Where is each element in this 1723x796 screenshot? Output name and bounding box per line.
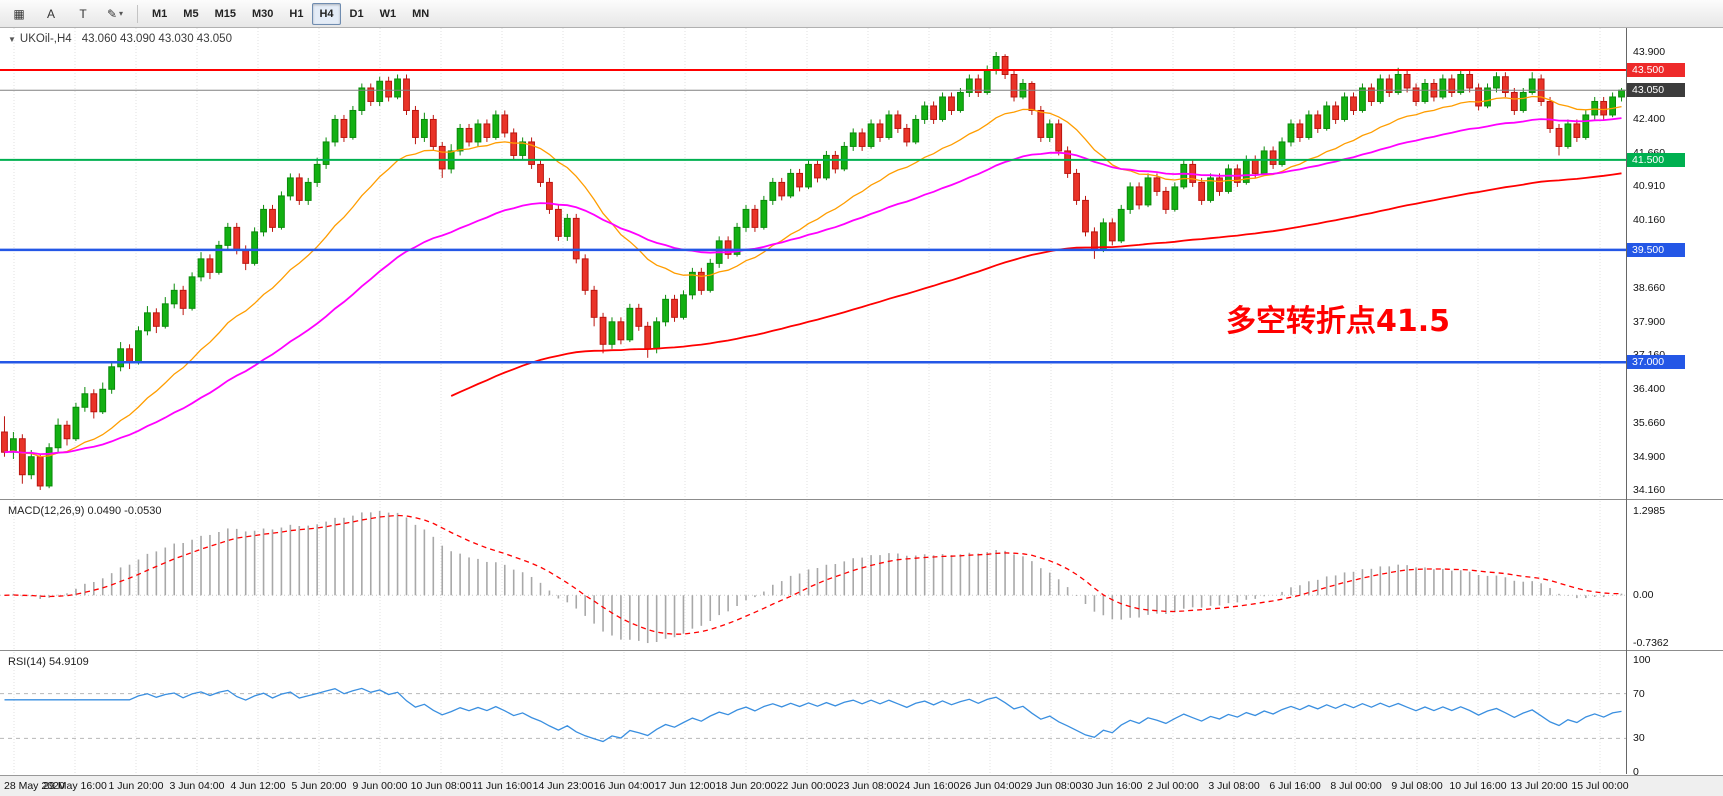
text-tool-button[interactable]: T	[79, 6, 87, 21]
price-axis-tick: 42.400	[1633, 113, 1666, 126]
chart-text-annotation[interactable]: 多空转折点41.5	[1226, 304, 1451, 339]
cursor-tool-button[interactable]: A	[46, 6, 55, 21]
price-axis-tick: 43.900	[1633, 46, 1666, 58]
macd-label: MACD(12,26,9) 0.0490 -0.0530	[8, 505, 162, 517]
timeframe-button-W1[interactable]: W1	[379, 7, 397, 20]
time-axis-label: 15 Jul 00:00	[1571, 780, 1629, 792]
ohlc-values: 43.060 43.090 43.030 43.050	[81, 33, 232, 45]
toolbar-separator	[137, 4, 138, 23]
timeframe-button-H4[interactable]: H4	[312, 2, 341, 25]
timeframe-button-M15[interactable]: M15	[214, 7, 236, 20]
dropdown-arrow-icon: ▾	[119, 9, 124, 18]
price-chart-canvas[interactable]	[0, 28, 1626, 499]
price-axis-border	[1626, 28, 1627, 774]
timeframe-button-M5[interactable]: M5	[183, 7, 199, 20]
time-axis-label: 24 Jun 16:00	[898, 780, 960, 792]
time-axis-label: 26 Jun 04:00	[959, 780, 1021, 792]
price-level-badge: 43.500	[1627, 62, 1685, 77]
symbol-label: UKOil-,H4	[19, 33, 72, 45]
price-axis-tick: 40.910	[1633, 180, 1666, 193]
time-axis-label: 14 Jun 23:00	[532, 780, 594, 792]
timeframe-button-H1[interactable]: H1	[289, 7, 304, 20]
time-axis-label: 29 May 16:00	[43, 780, 107, 792]
time-axis-label: 22 Jun 00:00	[776, 780, 838, 792]
rsi-label: RSI(14) 54.9109	[8, 656, 89, 668]
collapse-arrow-icon[interactable]: ▼	[8, 35, 16, 44]
macd-axis-label: 0.00	[1633, 589, 1654, 602]
chart-window-button[interactable]: ▦	[13, 6, 25, 21]
time-axis-label: 1 Jun 20:00	[108, 780, 164, 792]
panel-separator[interactable]	[0, 499, 1723, 500]
time-axis-label: 9 Jun 00:00	[352, 780, 408, 792]
price-level-badge: 37.000	[1627, 355, 1685, 370]
rsi-axis-label: 100	[1633, 654, 1651, 666]
time-axis-label: 30 Jun 16:00	[1081, 780, 1143, 792]
price-axis-tick: 34.160	[1633, 484, 1666, 496]
time-axis-label: 9 Jul 08:00	[1391, 780, 1443, 792]
timeframe-button-M30[interactable]: M30	[251, 7, 274, 20]
price-axis-tick: 34.900	[1633, 450, 1666, 463]
time-axis-label: 10 Jul 16:00	[1449, 780, 1507, 792]
time-axis[interactable]	[0, 775, 1723, 796]
panel-separator[interactable]	[0, 650, 1723, 651]
time-axis-label: 17 Jun 12:00	[654, 780, 716, 792]
timeframe-button-MN[interactable]: MN	[412, 7, 430, 20]
price-axis-tick: 36.400	[1633, 383, 1666, 396]
time-axis-label: 8 Jul 00:00	[1330, 780, 1382, 792]
time-axis-label: 6 Jul 16:00	[1269, 780, 1321, 792]
time-axis-label: 5 Jun 20:00	[291, 780, 347, 792]
time-axis-label: 18 Jun 20:00	[715, 780, 777, 792]
toolbar: ▦ A T ✎ ▾ M1 M5 M15 M30 H1 H4 D1 W1 MN	[0, 0, 1723, 28]
macd-indicator-canvas[interactable]	[0, 501, 1626, 650]
time-axis-label: 10 Jun 08:00	[410, 780, 472, 792]
time-axis-label: 13 Jul 20:00	[1510, 780, 1568, 792]
timeframe-button-D1[interactable]: D1	[349, 7, 364, 20]
price-level-badge: 43.050	[1627, 83, 1685, 98]
chart-title: ▼ UKOil-,H4 43.060 43.090 43.030 43.050	[8, 33, 232, 45]
draw-tool-button[interactable]: ✎ ▾	[106, 6, 124, 21]
time-axis-label: 23 Jun 08:00	[837, 780, 899, 792]
time-axis-label: 2 Jul 00:00	[1147, 780, 1199, 792]
time-axis-label: 3 Jul 08:00	[1208, 780, 1260, 792]
time-axis-label: 4 Jun 12:00	[230, 780, 286, 792]
time-axis-label: 11 Jun 16:00	[472, 780, 532, 792]
price-axis-tick: 37.900	[1633, 315, 1666, 328]
rsi-indicator-canvas[interactable]	[0, 652, 1626, 774]
price-axis-tick: 38.660	[1633, 281, 1666, 294]
time-axis-label: 16 Jun 04:00	[593, 780, 655, 792]
price-level-badge: 41.500	[1627, 152, 1685, 167]
timeframe-button-M1[interactable]: M1	[152, 7, 168, 20]
macd-axis-label: -0.7362	[1633, 637, 1669, 650]
time-axis-label: 28 May 2020	[4, 780, 65, 792]
price-axis-tick: 40.160	[1633, 214, 1666, 227]
price-axis-tick: 35.660	[1633, 416, 1666, 429]
rsi-axis-label: 70	[1633, 687, 1645, 700]
price-level-badge: 39.500	[1627, 242, 1685, 257]
macd-axis-label: 1.2985	[1633, 505, 1666, 517]
rsi-axis-label: 0	[1633, 766, 1639, 778]
time-axis-label: 29 Jun 08:00	[1020, 780, 1082, 792]
time-axis-label: 3 Jun 04:00	[169, 780, 225, 792]
rsi-axis-label: 30	[1633, 732, 1645, 745]
